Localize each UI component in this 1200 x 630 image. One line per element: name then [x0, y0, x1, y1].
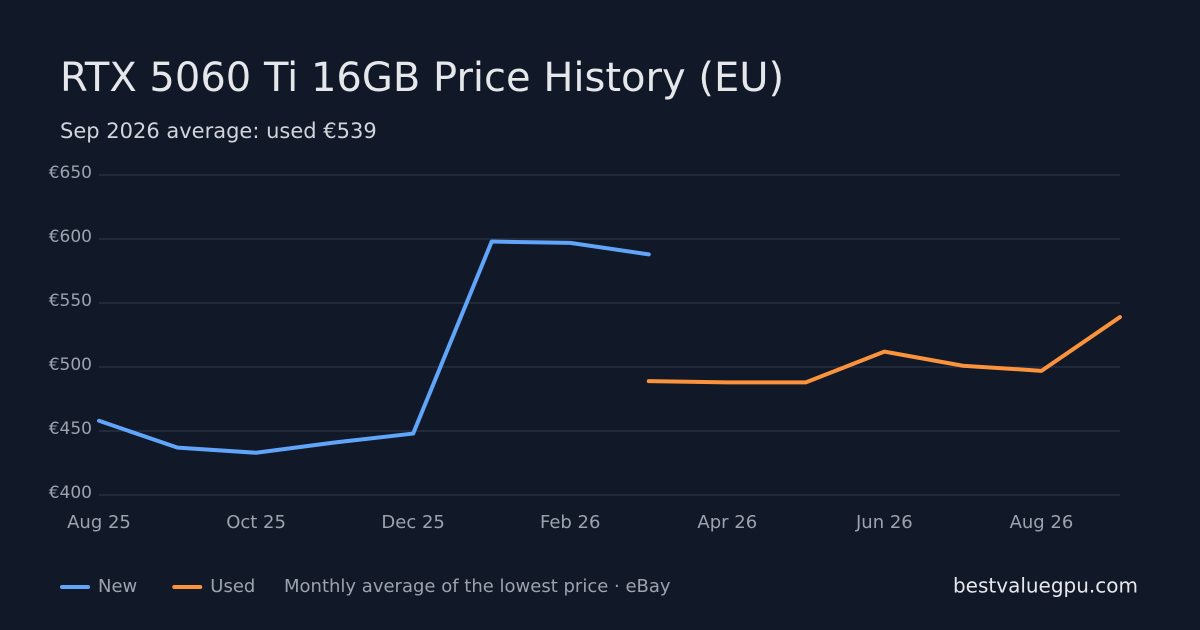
y-tick-label: €600 [49, 227, 92, 247]
x-tick-label: Aug 25 [67, 512, 131, 533]
legend-label: New [98, 576, 137, 597]
x-tick-label: Feb 26 [540, 512, 601, 533]
y-tick-label: €550 [49, 291, 92, 311]
y-tick-label: €450 [49, 419, 92, 439]
chart-title: RTX 5060 Ti 16GB Price History (EU) [60, 55, 784, 101]
y-tick-label: €500 [49, 355, 92, 375]
chart-subtitle: Sep 2026 average: used €539 [60, 119, 377, 143]
line [97, 239, 651, 455]
x-tick-label: Oct 25 [226, 512, 286, 533]
note: Monthly average of the lowest price · eB… [284, 576, 671, 597]
x-tick-label: Apr 26 [697, 512, 757, 533]
x-tick-label: Aug 26 [1010, 512, 1074, 533]
source: bestvaluegpu.com [953, 574, 1138, 598]
legend-label: Used [210, 576, 255, 597]
y-tick-label: €400 [49, 483, 92, 503]
x-tick-label: Jun 26 [855, 512, 913, 533]
y-tick-label: €650 [49, 163, 92, 183]
x-tick-label: Dec 25 [381, 512, 444, 533]
line [646, 315, 1122, 385]
